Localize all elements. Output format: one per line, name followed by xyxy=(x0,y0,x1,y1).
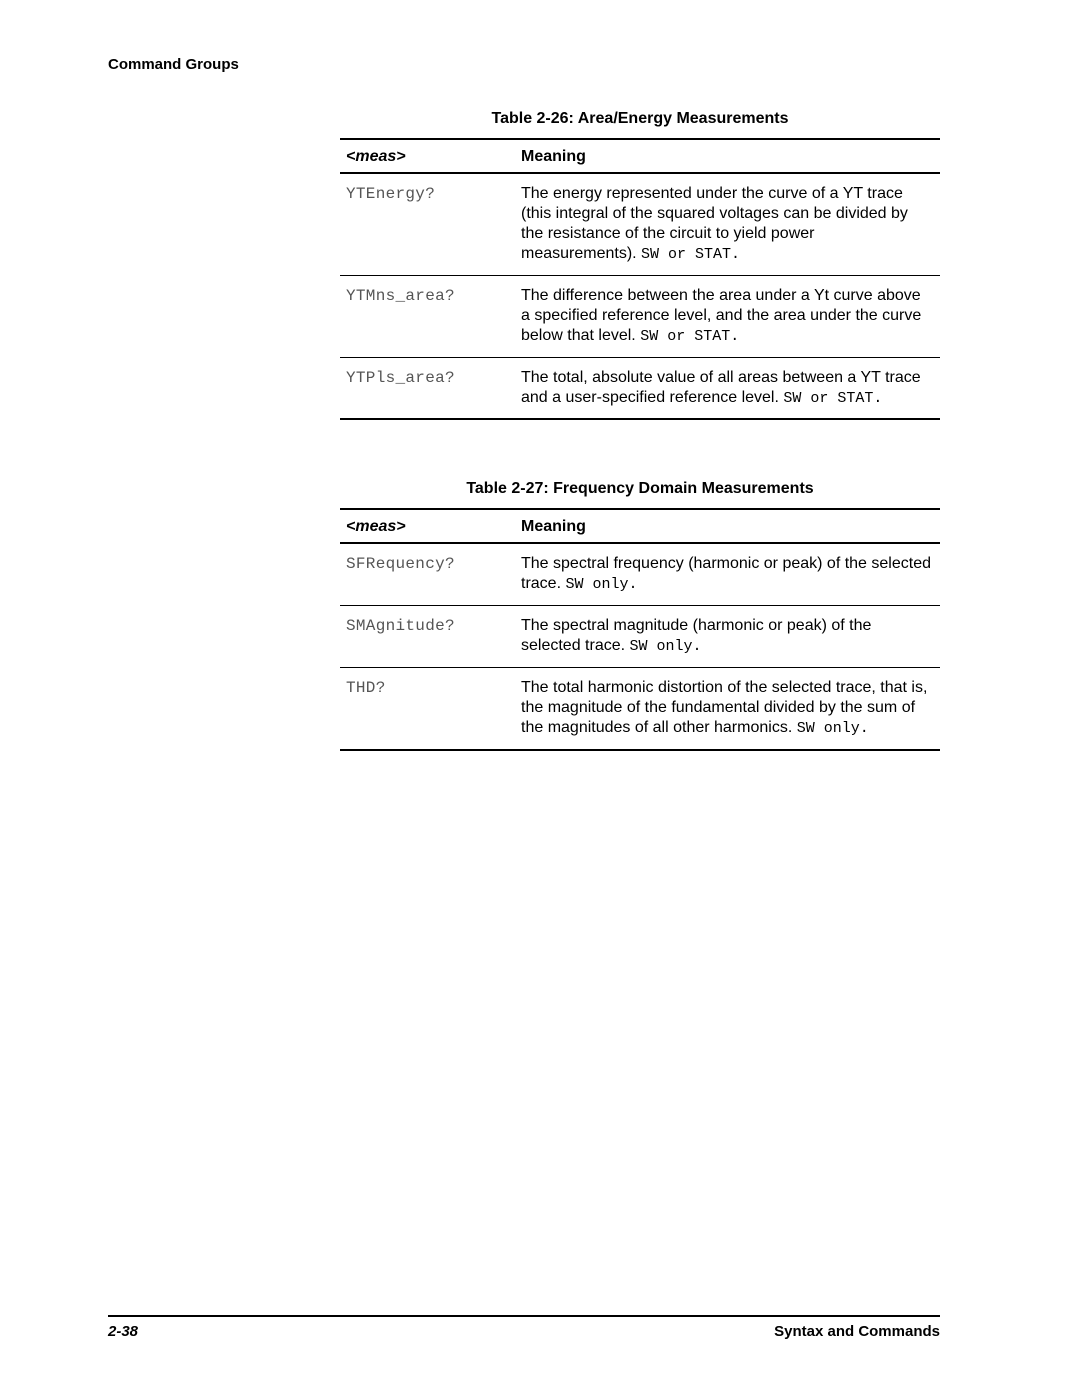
table-row: YTPls_area? The total, absolute value of… xyxy=(340,357,940,419)
cmd-cell: YTEnergy? xyxy=(340,173,515,275)
cmd-cell: SMAgnitude? xyxy=(340,606,515,668)
page-footer: 2-38 Syntax and Commands xyxy=(108,1315,940,1341)
table-2-26: <meas> Meaning YTEnergy? The energy repr… xyxy=(340,138,940,420)
desc-cell: The total, absolute value of all areas b… xyxy=(515,357,940,419)
table-row: SFRequency? The spectral frequency (harm… xyxy=(340,543,940,605)
cmd-cell: THD? xyxy=(340,667,515,749)
cmd-cell: YTMns_area? xyxy=(340,275,515,357)
cmd-cell: YTPls_area? xyxy=(340,357,515,419)
desc-cell: The spectral frequency (harmonic or peak… xyxy=(515,543,940,605)
desc-cell: The spectral magnitude (harmonic or peak… xyxy=(515,606,940,668)
main-content: Table 2-26: Area/Energy Measurements <me… xyxy=(340,110,940,811)
table-row: YTEnergy? The energy represented under t… xyxy=(340,173,940,275)
page-header: Command Groups xyxy=(108,56,239,73)
desc-cell: The energy represented under the curve o… xyxy=(515,173,940,275)
book-title: Syntax and Commands xyxy=(774,1323,940,1340)
table-header-row: <meas> Meaning xyxy=(340,139,940,173)
col-header-meaning: Meaning xyxy=(515,139,940,173)
desc-cell: The difference between the area under a … xyxy=(515,275,940,357)
table-row: THD? The total harmonic distortion of th… xyxy=(340,667,940,749)
col-header-meaning: Meaning xyxy=(515,509,940,543)
col-header-meas: <meas> xyxy=(340,509,515,543)
col-header-meas: <meas> xyxy=(340,139,515,173)
page-number: 2-38 xyxy=(108,1323,138,1340)
table-row: SMAgnitude? The spectral magnitude (harm… xyxy=(340,606,940,668)
table-2-27: <meas> Meaning SFRequency? The spectral … xyxy=(340,508,940,750)
section-title: Command Groups xyxy=(108,56,239,73)
table-header-row: <meas> Meaning xyxy=(340,509,940,543)
cmd-cell: SFRequency? xyxy=(340,543,515,605)
table-row: YTMns_area? The difference between the a… xyxy=(340,275,940,357)
table-caption-2-26: Table 2-26: Area/Energy Measurements xyxy=(340,110,940,128)
table-caption-2-27: Table 2-27: Frequency Domain Measurement… xyxy=(340,480,940,498)
desc-cell: The total harmonic distortion of the sel… xyxy=(515,667,940,749)
